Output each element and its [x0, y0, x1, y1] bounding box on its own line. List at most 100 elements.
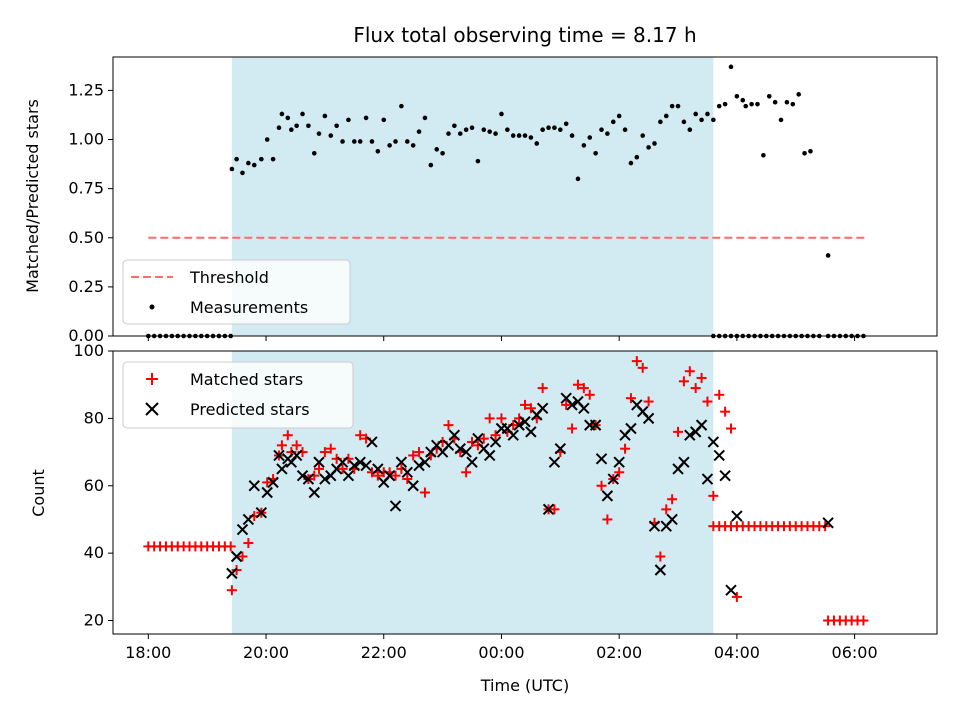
measurement-point: [446, 131, 451, 136]
predicted-star-point: [684, 429, 696, 441]
measurement-point: [528, 135, 534, 140]
predicted-x-b: [613, 456, 625, 468]
bottom-x-tick-label: 20:00: [243, 643, 289, 662]
top-y-tick-label: 0.00: [68, 326, 104, 345]
predicted-x-b: [431, 439, 443, 452]
predicted-star-point: [389, 500, 402, 512]
predicted-x-b: [637, 405, 649, 418]
predicted-star-point: [601, 490, 614, 502]
predicted-x-b: [460, 446, 472, 458]
predicted-x-b: [360, 459, 372, 472]
measurement-point: [790, 101, 796, 107]
matched-star-point: [702, 396, 713, 407]
predicted-x-b: [719, 469, 731, 482]
measurement-point: [722, 101, 728, 107]
measurement-point: [240, 170, 245, 176]
predicted-star-point: [589, 419, 602, 431]
predicted-star-point: [460, 446, 472, 458]
predicted-x-b: [607, 473, 619, 485]
measurement-point: [352, 139, 357, 144]
matched-star-point: [484, 413, 495, 424]
top-y-tick-label: 1.25: [68, 80, 104, 99]
bottom-y-tick-label: 80: [84, 408, 104, 427]
predicted-star-point: [519, 416, 531, 428]
bottom-x-tick-label: 22:00: [361, 643, 407, 662]
matched-star-point: [490, 430, 501, 441]
predicted-x-b: [366, 436, 378, 448]
predicted-star-point: [290, 449, 303, 462]
predicted-x-b: [542, 503, 555, 516]
legend-matched-swatch: [146, 373, 158, 385]
measurement-point: [469, 125, 475, 131]
bottom-x-tick-label: 18:00: [125, 643, 171, 662]
predicted-star-point: [372, 463, 384, 475]
matched-star-point: [708, 490, 719, 501]
predicted-star-point: [242, 513, 255, 526]
measurement-point: [652, 141, 657, 146]
measurement-point: [340, 139, 345, 144]
legend-measurements-swatch: [149, 304, 155, 310]
predicted-star-point: [554, 442, 567, 455]
top-y-axis-label: Matched/Predicted stars: [23, 99, 42, 293]
predicted-x-b: [395, 456, 408, 468]
predicted-star-point: [525, 426, 537, 438]
matched-star-point: [690, 383, 701, 394]
matched-star-point: [443, 420, 454, 431]
predicted-star-point: [360, 459, 372, 472]
measurement-point: [749, 101, 754, 107]
matched-star-point: [578, 383, 589, 394]
predicted-star-point: [261, 486, 273, 499]
measurement-point: [761, 152, 766, 158]
measurement-point: [481, 127, 487, 132]
predicted-star-point: [342, 469, 355, 482]
measurement-point: [422, 115, 428, 121]
top-y-tick-label: 0.50: [68, 228, 104, 247]
top-y-tick-label: 0.75: [68, 179, 104, 198]
matched-star-point: [402, 474, 413, 485]
predicted-x-b: [407, 480, 419, 492]
predicted-star-point: [466, 456, 478, 468]
predicted-x-b: [507, 429, 519, 441]
matched-star-point: [596, 480, 607, 491]
measurement-point: [294, 123, 299, 129]
predicted-star-point: [336, 456, 349, 468]
bottom-y-tick-label: 100: [73, 341, 104, 360]
matched-star-point: [461, 467, 472, 478]
predicted-star-point: [713, 449, 725, 462]
measurement-point: [743, 103, 749, 109]
measurement-point: [246, 160, 251, 166]
predicted-x-b: [678, 456, 690, 468]
top-y-tick-label: 0.25: [68, 277, 104, 296]
predicted-x-b: [236, 523, 249, 536]
predicted-x-b: [296, 469, 309, 482]
measurement-point: [546, 125, 551, 131]
matched-star-point: [276, 440, 287, 451]
matched-star-point: [625, 393, 636, 404]
matched-star-point: [561, 399, 572, 410]
bottom-y-tick-label: 20: [84, 611, 104, 630]
top-y-ticks: 0.00 0.25 0.50 0.75 1.00 1.25: [68, 80, 113, 345]
matched-star-point: [390, 470, 401, 481]
measurement-point: [772, 99, 778, 105]
top-legend-box: [122, 259, 351, 325]
predicted-star-point: [507, 429, 519, 441]
predicted-x-b: [560, 392, 572, 404]
measurement-point: [234, 156, 239, 162]
measurement-point: [705, 111, 710, 117]
top-axes-frame: [112, 56, 938, 337]
predicted-x-b: [578, 402, 590, 414]
matched-star-point: [678, 376, 689, 387]
matched-star-point: [496, 413, 507, 424]
predicted-star-point: [276, 463, 288, 475]
matched-star-point: [602, 514, 613, 525]
measurement-point: [796, 92, 801, 97]
predicted-x-b: [342, 469, 355, 482]
measurement-point: [346, 117, 351, 123]
measurement-point: [663, 113, 669, 119]
measurement-point: [802, 150, 807, 156]
predicted-star-point: [707, 436, 720, 448]
measurement-point: [808, 149, 813, 154]
predicted-star-point: [472, 432, 484, 445]
predicted-x-b: [654, 564, 667, 576]
measurement-point: [558, 127, 563, 132]
